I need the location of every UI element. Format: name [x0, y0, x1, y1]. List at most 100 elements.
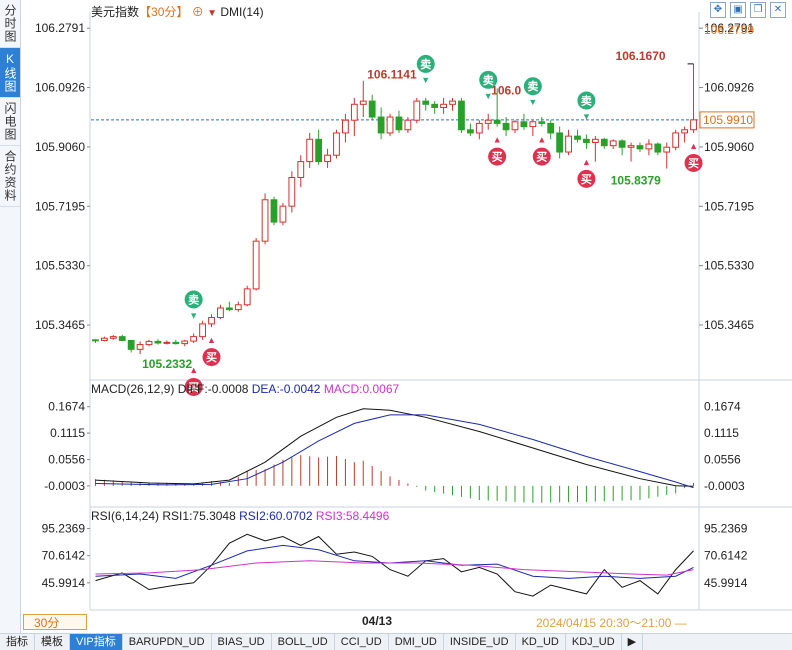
candle-body	[118, 336, 126, 341]
candle-body	[342, 119, 349, 134]
rsi1-value: RSI1:75.3048	[162, 509, 236, 523]
candle-body	[466, 129, 474, 134]
rsi-tick-label-right: 45.9914	[704, 576, 748, 590]
tab-cci[interactable]: CCI_UD	[335, 634, 389, 650]
rsi-tick-label-right: 95.2369	[704, 522, 748, 536]
buy-signal-label: 买	[188, 381, 199, 394]
candle-body	[333, 132, 340, 156]
y-tick-label-left: 105.9060	[35, 140, 85, 154]
y-tick-label-left: 106.2791	[35, 21, 85, 35]
macd-line-dea	[95, 414, 694, 489]
macd-diff-value: DIFF:-0.0008	[177, 382, 249, 396]
candle-body	[261, 199, 269, 242]
rsi-title: RSI(6,14,24)	[91, 509, 160, 523]
candle-body	[690, 119, 697, 131]
candle-body	[654, 143, 662, 153]
rsi-line-rsi3	[95, 560, 694, 576]
sell-signal-label: 卖	[420, 57, 431, 71]
candle-body	[520, 121, 528, 128]
macd-tick-label-left: 0.1674	[48, 400, 85, 414]
close-icon[interactable]: ✕	[770, 2, 786, 18]
candle-body	[145, 340, 153, 346]
sell-arrow-icon: ▼	[582, 112, 591, 122]
sell-arrow-icon: ▼	[421, 75, 430, 85]
buy-signal-marker	[184, 377, 203, 396]
buy-signal-label: 买	[206, 351, 217, 364]
candle-body	[181, 340, 189, 345]
tab-kdj[interactable]: KDJ_UD	[566, 634, 622, 650]
y-tick-label-right: 105.5330	[704, 259, 754, 273]
candle-body	[431, 103, 439, 108]
candle-body	[627, 145, 635, 148]
buy-signal-label: 买	[581, 173, 592, 186]
candle-body	[449, 100, 456, 105]
restore-icon[interactable]: ❐	[750, 2, 766, 18]
y-tick-label-right: 105.9060	[704, 140, 754, 154]
expand-icon[interactable]: ✥	[710, 2, 726, 18]
period-selector[interactable]: 30分	[23, 614, 87, 630]
chart-area: 美元指数【30分】 ⊕ ▼ DMI(14) ✥ ▣ ❐ ✕ 106.2791 10…	[21, 0, 792, 633]
tab-vip-indicators[interactable]: VIP指标	[70, 634, 123, 650]
sidebar-tab-kline[interactable]: K线图	[0, 48, 20, 98]
candle-body	[672, 132, 680, 148]
candle-body	[270, 199, 278, 223]
rsi-legend: RSI(6,14,24) RSI1:75.3048 RSI2:60.0702 R…	[91, 509, 389, 523]
tab-scroll-right[interactable]: ▶	[622, 634, 644, 650]
buy-signal-label: 买	[492, 151, 503, 164]
candle-body	[163, 341, 171, 344]
tab-boll[interactable]: BOLL_UD	[272, 634, 335, 650]
chart-canvas[interactable]: 106.2791 106.2791 106.0926 106.0926 105.9060…	[21, 0, 792, 633]
tab-barupdn[interactable]: BARUPDN_UD	[123, 634, 212, 650]
macd-tick-label-left: -0.0003	[44, 479, 85, 493]
sidebar-tab-timeshare[interactable]: 分时图	[0, 0, 20, 48]
y-tick-label-right: 105.7195	[704, 199, 754, 213]
candle-body	[350, 103, 358, 121]
buy-arrow-icon: ▲	[582, 157, 591, 167]
candle-body	[484, 119, 492, 124]
candle-body	[324, 154, 331, 163]
sidebar-tab-contract-info[interactable]: 合约资料	[0, 146, 20, 207]
candle-body	[395, 116, 403, 131]
candle-body	[279, 205, 287, 223]
candle-body	[645, 143, 653, 150]
macd-tick-label-left: 0.1115	[50, 426, 85, 440]
y-tick-label-right: 106.0926	[704, 81, 754, 95]
candle-body	[663, 146, 671, 153]
candle-body	[306, 138, 314, 163]
sell-signal-label: 卖	[527, 79, 538, 93]
tab-bias[interactable]: BIAS_UD	[212, 634, 272, 650]
macd-tick-label-left: 0.0556	[48, 453, 85, 467]
add-indicator-icon[interactable]: ⊕	[191, 5, 204, 19]
y-tick-label-left: 106.0926	[35, 81, 85, 95]
candle-body	[458, 100, 465, 131]
rsi-tick-label-left: 95.2369	[42, 522, 86, 536]
candle-body	[368, 100, 376, 118]
candle-body	[618, 140, 626, 148]
tab-indicators[interactable]: 指标	[0, 634, 35, 650]
tab-templates[interactable]: 模板	[35, 634, 70, 650]
candle-body	[199, 323, 206, 338]
macd-tick-label-right: 0.0556	[704, 453, 741, 467]
rsi-tick-label-right: 70.6142	[704, 549, 748, 563]
tab-inside[interactable]: INSIDE_UD	[444, 634, 516, 650]
candle-body	[315, 138, 323, 163]
candle-body	[190, 336, 198, 342]
tab-kd[interactable]: KD_UD	[516, 634, 566, 650]
sell-signal-marker	[577, 91, 596, 110]
macd-title: MACD(26,12,9)	[91, 382, 175, 396]
window-icon[interactable]: ▣	[730, 2, 746, 18]
macd-legend: MACD(26,12,9) DIFF:-0.0008 DEA:-0.0042 M…	[91, 382, 399, 396]
buy-signal-marker	[202, 348, 221, 367]
candle-body	[154, 340, 162, 344]
cursor-date-range: 2024/04/15 20:30～21:00 —	[536, 616, 687, 630]
candle-body	[100, 337, 108, 341]
candle-body	[234, 304, 242, 311]
candle-body	[377, 116, 385, 134]
axis-date-label: 04/13	[362, 614, 393, 628]
candle-body	[574, 135, 581, 140]
indicator-name[interactable]: DMI(14)	[220, 5, 264, 19]
sidebar-tab-flash[interactable]: 闪电图	[0, 98, 20, 146]
tab-dmi[interactable]: DMI_UD	[389, 634, 444, 650]
candle-body	[297, 161, 305, 178]
candle-body	[252, 240, 260, 290]
